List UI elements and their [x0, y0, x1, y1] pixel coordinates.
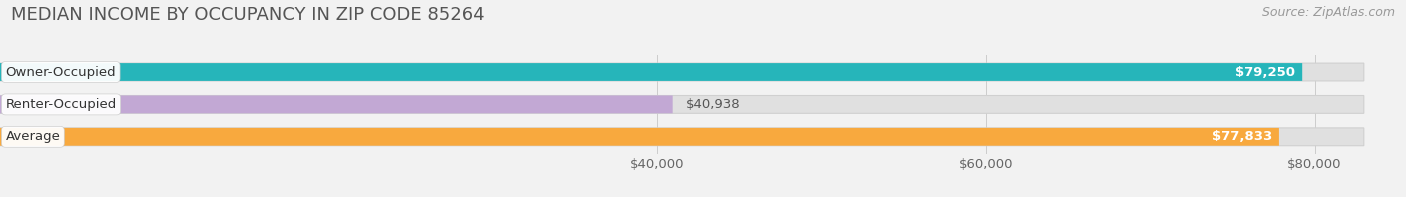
FancyBboxPatch shape — [0, 96, 672, 113]
Text: $40,938: $40,938 — [686, 98, 741, 111]
Text: MEDIAN INCOME BY OCCUPANCY IN ZIP CODE 85264: MEDIAN INCOME BY OCCUPANCY IN ZIP CODE 8… — [11, 6, 485, 24]
FancyBboxPatch shape — [0, 128, 1279, 146]
Text: Renter-Occupied: Renter-Occupied — [6, 98, 117, 111]
FancyBboxPatch shape — [0, 96, 1364, 113]
Text: Owner-Occupied: Owner-Occupied — [6, 66, 117, 79]
FancyBboxPatch shape — [0, 63, 1302, 81]
Text: Source: ZipAtlas.com: Source: ZipAtlas.com — [1261, 6, 1395, 19]
FancyBboxPatch shape — [0, 63, 1364, 81]
Text: Average: Average — [6, 130, 60, 143]
Text: $77,833: $77,833 — [1212, 130, 1272, 143]
FancyBboxPatch shape — [0, 128, 1364, 146]
Text: $79,250: $79,250 — [1236, 66, 1295, 79]
